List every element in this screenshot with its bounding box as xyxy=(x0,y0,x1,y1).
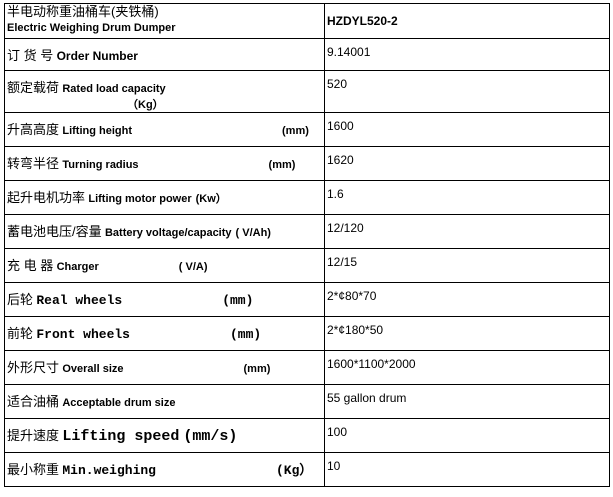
title-cell: 半电动称重油桶车(夹铁桶) Electric Weighing Drum Dump… xyxy=(4,3,325,39)
param-cn: 订 货 号 xyxy=(7,48,54,63)
param-cell: 充 电 器 Charger ( V/A) xyxy=(4,248,325,283)
value-cell: 12/120 xyxy=(324,214,610,249)
param-unit: (mm) xyxy=(229,327,262,342)
value-cell: 10 xyxy=(324,452,610,487)
value-cell: 100 xyxy=(324,418,610,453)
table-row: 起升电机功率 Lifting motor power (Kw） 1.6 xyxy=(4,180,610,215)
param-en: Order Number xyxy=(56,49,138,63)
param-cn: 蓄电池电压/容量 xyxy=(7,224,102,239)
param-cn: 前轮 xyxy=(7,326,34,341)
param-cell: 订 货 号 Order Number xyxy=(4,38,325,71)
param-unit: ( V/A) xyxy=(178,261,208,273)
param-en: Turning radius xyxy=(62,159,139,171)
table-row: 转弯半径 Turning radius (mm) 1620 xyxy=(4,146,610,181)
value-cell: 1.6 xyxy=(324,180,610,215)
table-row: 外形尺寸 Overall size (mm) 1600*1100*2000 xyxy=(4,350,610,385)
param-cn: 适合油桶 xyxy=(7,394,60,409)
param-value: 1.6 xyxy=(327,187,344,201)
param-value: 1600 xyxy=(327,119,354,133)
param-unit: （Kg） xyxy=(127,99,164,111)
param-cell: 提升速度 Lifting speed (mm/s) xyxy=(4,418,325,453)
param-en: Lifting motor power xyxy=(88,193,192,205)
value-cell: 12/15 xyxy=(324,248,610,283)
param-en: Lifting speed xyxy=(62,428,180,445)
param-cell: 蓄电池电压/容量 Battery voltage/capacity( V/Ah) xyxy=(4,214,325,249)
param-cn: 后轮 xyxy=(7,292,34,307)
table-row: 提升速度 Lifting speed (mm/s) 100 xyxy=(4,418,610,453)
param-en: Battery voltage/capacity xyxy=(104,227,232,239)
param-unit: (Kg） xyxy=(275,463,313,478)
title-en: Electric Weighing Drum Dumper xyxy=(7,22,176,34)
param-en: Rated load capacity xyxy=(62,83,166,95)
param-value: 55 gallon drum xyxy=(327,391,407,405)
param-cell: 适合油桶 Acceptable drum size xyxy=(4,384,325,419)
param-cell: 升高高度 Lifting height (mm) xyxy=(4,112,325,147)
param-cn: 转弯半径 xyxy=(7,156,60,171)
param-cell: 外形尺寸 Overall size (mm) xyxy=(4,350,325,385)
param-value: 1600*1100*2000 xyxy=(327,357,416,371)
value-cell: 2*¢180*50 xyxy=(324,316,610,351)
param-cn: 充 电 器 xyxy=(7,258,54,273)
param-cn: 提升速度 xyxy=(7,428,60,443)
param-cell: 起升电机功率 Lifting motor power (Kw） xyxy=(4,180,325,215)
table-row: 升高高度 Lifting height (mm) 1600 xyxy=(4,112,610,147)
param-value: 520 xyxy=(327,77,348,91)
param-value: 2*¢180*50 xyxy=(327,323,384,337)
param-en: Lifting height xyxy=(62,125,133,137)
table-row: 额定载荷 Rated load capacity （Kg） 520 xyxy=(4,70,610,113)
param-value: 9.14001 xyxy=(327,45,371,59)
table-row: 后轮 Real wheels (mm) 2*¢80*70 xyxy=(4,282,610,317)
param-en: Overall size xyxy=(62,363,124,375)
param-cell: 额定载荷 Rated load capacity （Kg） xyxy=(4,70,325,113)
param-cell: 转弯半径 Turning radius (mm) xyxy=(4,146,325,181)
value-cell: 55 gallon drum xyxy=(324,384,610,419)
param-cn: 额定载荷 xyxy=(7,80,60,95)
value-cell: 1600 xyxy=(324,112,610,147)
spec-table: 半电动称重油桶车(夹铁桶) Electric Weighing Drum Dump… xyxy=(4,3,610,487)
table-row: 最小称重 Min.weighing (Kg） 10 xyxy=(4,452,610,487)
param-en: Acceptable drum size xyxy=(62,397,176,409)
param-en: Min.weighing xyxy=(62,463,156,478)
table-row: 蓄电池电压/容量 Battery voltage/capacity( V/Ah)… xyxy=(4,214,610,249)
param-cn: 外形尺寸 xyxy=(7,360,60,375)
param-cell: 后轮 Real wheels (mm) xyxy=(4,282,325,317)
param-unit: ( V/Ah) xyxy=(235,227,271,239)
param-value: 100 xyxy=(327,425,348,439)
param-value: 10 xyxy=(327,459,341,473)
param-unit: (mm) xyxy=(268,159,296,171)
param-value: 1620 xyxy=(327,153,354,167)
table-row: 适合油桶 Acceptable drum size 55 gallon drum xyxy=(4,384,610,419)
param-unit: (mm) xyxy=(222,293,254,308)
model-cell: HZDYL520-2 xyxy=(324,3,610,39)
param-cell: 前轮 Front wheels (mm) xyxy=(4,316,325,351)
param-cn: 最小称重 xyxy=(7,462,60,477)
param-cell: 最小称重 Min.weighing (Kg） xyxy=(4,452,325,487)
param-en: Front wheels xyxy=(36,327,130,342)
title-cn: 半电动称重油桶车(夹铁桶) xyxy=(7,4,159,19)
param-value: 12/120 xyxy=(327,221,364,235)
value-cell: 1600*1100*2000 xyxy=(324,350,610,385)
param-value: 12/15 xyxy=(327,255,358,269)
param-unit: (mm/s) xyxy=(183,428,238,445)
param-en: Real wheels xyxy=(36,293,123,308)
param-en: Charger xyxy=(56,261,99,273)
value-cell: 2*¢80*70 xyxy=(324,282,610,317)
header-row: 半电动称重油桶车(夹铁桶) Electric Weighing Drum Dump… xyxy=(4,3,610,39)
param-cn: 起升电机功率 xyxy=(7,190,86,205)
value-cell: 1620 xyxy=(324,146,610,181)
model-value: HZDYL520-2 xyxy=(327,14,398,28)
value-cell: 9.14001 xyxy=(324,38,610,71)
table-row: 前轮 Front wheels (mm) 2*¢180*50 xyxy=(4,316,610,351)
param-cn: 升高高度 xyxy=(7,122,60,137)
table-row: 订 货 号 Order Number 9.14001 xyxy=(4,38,610,71)
value-cell: 520 xyxy=(324,70,610,113)
param-unit: (mm) xyxy=(282,125,309,137)
param-value: 2*¢80*70 xyxy=(327,289,377,303)
table-row: 充 电 器 Charger ( V/A) 12/15 xyxy=(4,248,610,283)
param-unit: (mm) xyxy=(243,363,271,375)
param-unit: (Kw） xyxy=(195,193,227,205)
